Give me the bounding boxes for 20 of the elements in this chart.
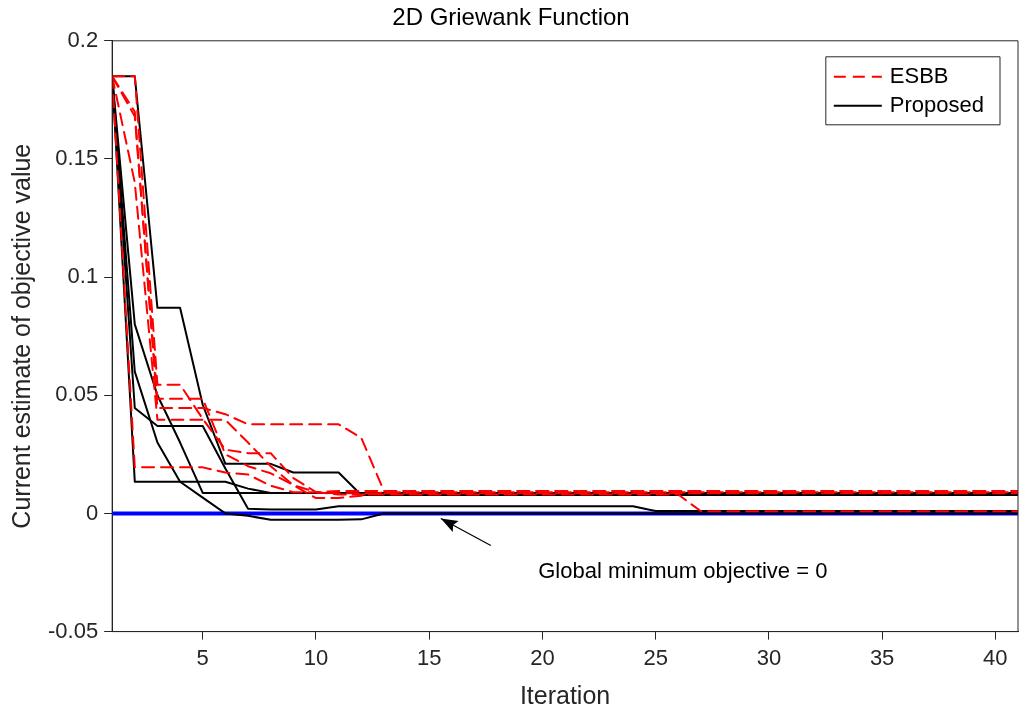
y-tick-label: -0.05 [47,617,99,643]
x-tick-label: 35 [869,644,895,670]
annotation: Global minimum objective = 0 [538,557,828,583]
x-tick-label: 20 [530,644,555,670]
y-tick-label: 0.05 [55,381,99,407]
legend-label: Proposed [889,91,985,117]
x-tick-label: 10 [303,644,329,670]
x-tick-label: 30 [756,644,782,670]
y-tick-label: 0.15 [55,145,99,171]
y-tick-label: 0.1 [67,263,99,289]
y-tick-label: 0.2 [67,26,99,52]
x-tick-label: 5 [196,644,209,670]
chart-title: 2D Griewank Function [392,3,630,31]
legend-label: ESBB [889,62,949,88]
x-tick-label: 40 [983,644,1008,670]
y-tick-label: 0 [85,499,99,525]
y-axis-title: Current estimate of objective value [6,143,35,529]
x-tick-label: 15 [416,644,442,670]
x-axis-title: Iteration [519,680,611,709]
x-tick-label: 25 [643,644,668,670]
